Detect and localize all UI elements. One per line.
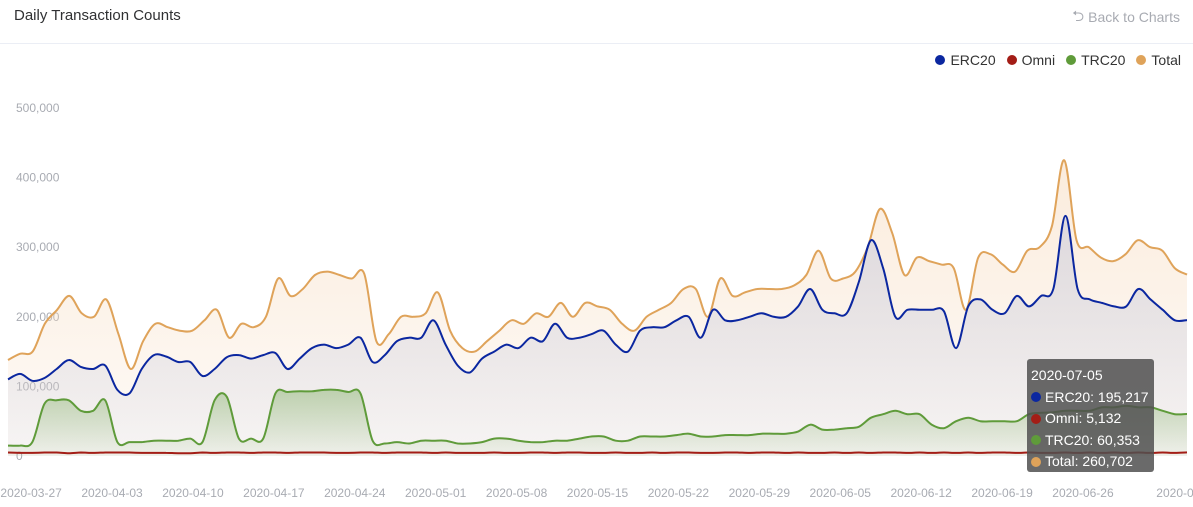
series-areas bbox=[8, 160, 1187, 457]
page-title: Daily Transaction Counts bbox=[14, 7, 181, 24]
x-tick-label: 2020-05-01 bbox=[405, 486, 467, 500]
y-tick-label: 500,000 bbox=[16, 101, 60, 115]
chart-header: Daily Transaction Counts ⮌ Back to Chart… bbox=[0, 0, 1193, 44]
series-lines bbox=[7, 159, 1188, 455]
tooltip-row-erc20: ERC20: 195,217 bbox=[1031, 387, 1154, 409]
tooltip-row-total: Total: 260,702 bbox=[1031, 451, 1154, 473]
tooltip-dot-icon bbox=[1031, 435, 1041, 446]
line-total bbox=[7, 159, 1188, 370]
x-tick-label: 2020-05-08 bbox=[486, 486, 548, 500]
line-omni bbox=[7, 451, 1188, 455]
x-tick-label: 2020-05-22 bbox=[648, 486, 710, 500]
x-axis: 2020-03-27 2020-04-03 2020-04-10 2020-04-17… bbox=[0, 486, 1193, 500]
x-tick-label: 2020-05-29 bbox=[729, 486, 791, 500]
tooltip-dot-icon bbox=[1031, 392, 1041, 403]
tooltip-row-text: ERC20: 195,217 bbox=[1045, 388, 1149, 405]
x-tick-label: 2020-04-24 bbox=[324, 486, 386, 500]
tooltip-row-text: Omni: 5,132 bbox=[1045, 410, 1122, 426]
back-to-charts-button[interactable]: ⮌ Back to Charts bbox=[1072, 9, 1180, 25]
x-tick-label: 2020-07-05 bbox=[1156, 486, 1193, 500]
tooltip-dot-icon bbox=[1031, 456, 1041, 467]
x-tick-label: 2020-06-19 bbox=[971, 486, 1033, 500]
tooltip-row-text: TRC20: 60,353 bbox=[1045, 431, 1140, 448]
legend-item-total[interactable]: Total bbox=[1136, 52, 1181, 68]
legend-dot-icon bbox=[1136, 55, 1147, 65]
x-tick-label: 2020-04-17 bbox=[243, 486, 305, 500]
x-tick-label: 2020-06-05 bbox=[810, 486, 872, 500]
legend-dot-icon bbox=[935, 55, 946, 65]
legend-item-trc20[interactable]: TRC20 bbox=[1066, 52, 1125, 68]
area-trc20 bbox=[8, 389, 1187, 456]
chart-legend: ERC20 Omni TRC20 Total bbox=[935, 52, 1181, 68]
x-tick-label: 2020-05-15 bbox=[567, 486, 629, 500]
legend-item-erc20[interactable]: ERC20 bbox=[935, 52, 996, 68]
x-tick-label: 2020-04-03 bbox=[81, 486, 143, 500]
x-tick-label: 2020-06-12 bbox=[890, 486, 952, 500]
legend-dot-icon bbox=[1066, 55, 1077, 65]
legend-label: TRC20 bbox=[1081, 52, 1126, 68]
legend-label: Total bbox=[1151, 52, 1181, 68]
hover-tooltip: 2020-07-05 ERC20: 195,217 Omni: 5,132 TR… bbox=[1027, 359, 1154, 472]
x-tick-label: 2020-03-27 bbox=[0, 486, 62, 500]
undo-arrow-icon: ⮌ bbox=[1072, 8, 1085, 25]
legend-label: ERC20 bbox=[950, 52, 996, 68]
tooltip-row-omni: Omni: 5,132 bbox=[1031, 408, 1154, 430]
x-tick-label: 2020-06-26 bbox=[1052, 486, 1114, 500]
x-tick-label: 2020-04-10 bbox=[162, 486, 224, 500]
tooltip-row-trc20: TRC20: 60,353 bbox=[1031, 430, 1154, 452]
legend-item-omni[interactable]: Omni bbox=[1006, 52, 1056, 68]
back-to-charts-label: Back to Charts bbox=[1088, 9, 1180, 25]
line-trc20 bbox=[7, 388, 1188, 448]
legend-dot-icon bbox=[1006, 55, 1017, 65]
y-tick-label: 300,000 bbox=[16, 240, 60, 254]
legend-label: Omni bbox=[1021, 52, 1056, 68]
line-erc20 bbox=[7, 214, 1188, 396]
tooltip-date: 2020-07-05 bbox=[1031, 367, 1103, 383]
tooltip-row-text: Total: 260,702 bbox=[1045, 453, 1133, 469]
tooltip-dot-icon bbox=[1031, 413, 1041, 424]
y-tick-label: 400,000 bbox=[16, 171, 60, 185]
